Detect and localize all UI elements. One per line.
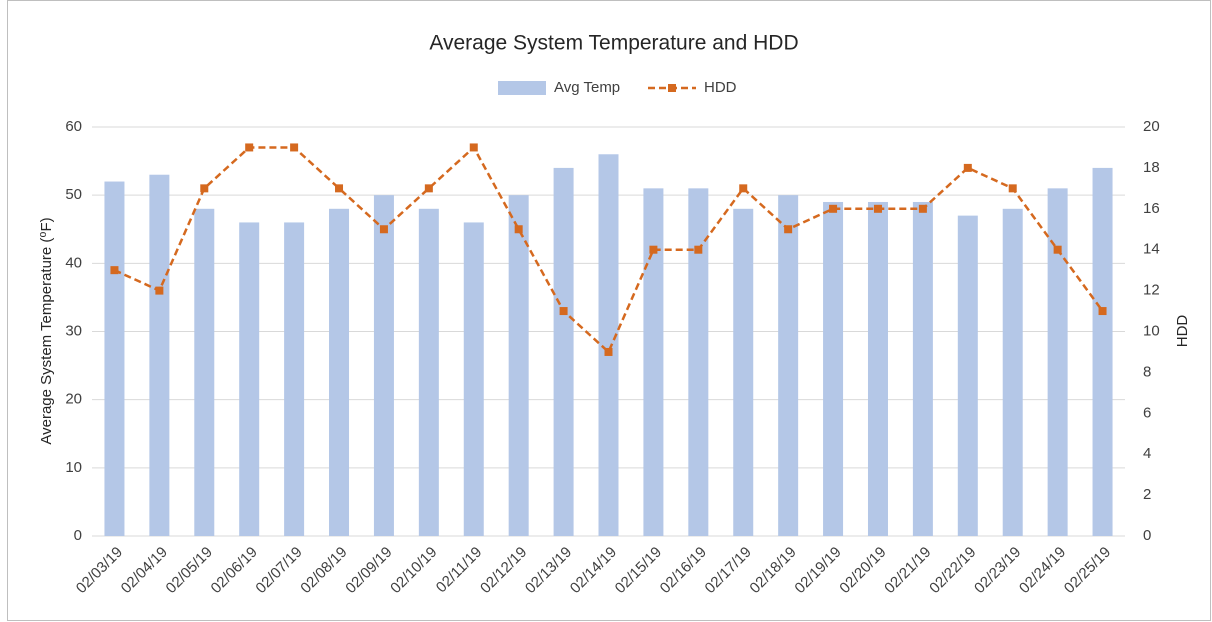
- bar: [194, 208, 215, 537]
- y2-tick-label: 10: [1143, 322, 1160, 339]
- bar: [598, 154, 619, 536]
- legend-swatch: [498, 81, 546, 95]
- bar: [688, 188, 709, 536]
- bar: [1002, 208, 1023, 537]
- marker: [379, 225, 388, 234]
- bar: [1092, 167, 1113, 536]
- bar: [733, 208, 754, 537]
- y-tick-label: 30: [65, 322, 82, 339]
- y2-tick-label: 18: [1143, 159, 1160, 176]
- marker: [1008, 184, 1017, 193]
- marker: [559, 307, 568, 316]
- y2-tick-label: 6: [1143, 404, 1151, 421]
- marker: [963, 163, 972, 172]
- bar: [463, 222, 484, 536]
- marker: [335, 184, 344, 193]
- marker: [155, 286, 164, 295]
- y-tick-label: 10: [65, 459, 82, 476]
- marker: [200, 184, 209, 193]
- marker: [604, 347, 613, 356]
- marker: [873, 204, 882, 213]
- legend-label: HDD: [704, 79, 737, 96]
- y-axis-title: Average System Temperature (⁰F): [38, 217, 55, 444]
- y-tick-label: 60: [65, 118, 82, 135]
- bar: [957, 215, 978, 536]
- y2-tick-label: 4: [1143, 445, 1151, 462]
- bar: [149, 174, 170, 536]
- bar: [867, 201, 888, 536]
- chart-title: Average System Temperature and HDD: [429, 32, 798, 55]
- marker: [514, 225, 523, 234]
- y2-tick-label: 20: [1143, 118, 1160, 135]
- bar: [418, 208, 439, 537]
- y-tick-label: 20: [65, 391, 82, 408]
- y-tick-label: 40: [65, 254, 82, 271]
- bar: [329, 208, 350, 537]
- legend-label: Avg Temp: [554, 79, 620, 96]
- marker: [290, 143, 299, 152]
- y-tick-label: 0: [74, 527, 82, 544]
- marker: [739, 184, 748, 193]
- bar: [284, 222, 305, 536]
- bar: [778, 195, 799, 536]
- marker: [649, 245, 658, 254]
- bar: [553, 167, 574, 536]
- bar: [373, 195, 394, 536]
- y-tick-label: 50: [65, 186, 82, 203]
- bar: [508, 195, 529, 536]
- y2-tick-label: 16: [1143, 200, 1160, 217]
- marker: [469, 143, 478, 152]
- marker: [110, 266, 119, 275]
- y2-axis-title: HDD: [1174, 315, 1191, 348]
- y2-tick-label: 2: [1143, 486, 1151, 503]
- marker: [918, 204, 927, 213]
- bar: [239, 222, 260, 536]
- marker: [784, 225, 793, 234]
- y2-tick-label: 12: [1143, 282, 1160, 299]
- legend-marker: [668, 84, 676, 92]
- marker: [424, 184, 433, 193]
- marker: [1053, 245, 1062, 254]
- marker: [694, 245, 703, 254]
- y2-tick-label: 14: [1143, 241, 1160, 258]
- bar: [643, 188, 664, 536]
- y2-tick-label: 8: [1143, 363, 1151, 380]
- bar: [1047, 188, 1068, 536]
- bar: [912, 201, 933, 536]
- marker: [245, 143, 254, 152]
- marker: [1098, 307, 1107, 316]
- bar: [104, 181, 125, 537]
- bar: [823, 201, 844, 536]
- marker: [829, 204, 838, 213]
- y2-tick-label: 0: [1143, 527, 1151, 544]
